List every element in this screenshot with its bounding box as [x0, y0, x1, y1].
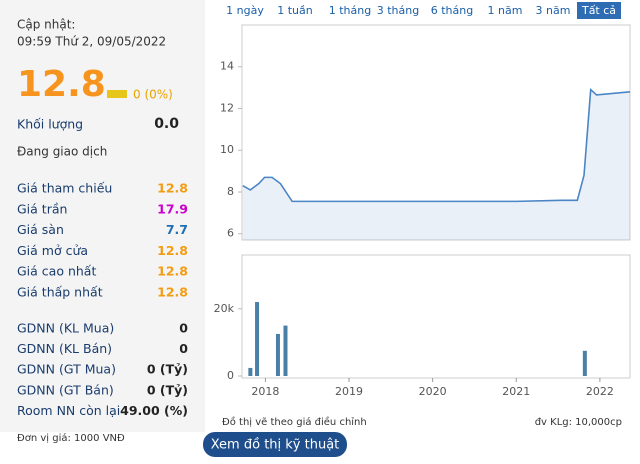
range-button[interactable]: 3 tháng	[377, 4, 419, 17]
y-tick-label: 6	[227, 227, 234, 240]
foreign-value: 0 (Tỷ)	[147, 362, 188, 377]
volume-panel	[241, 254, 631, 379]
y-tick-label: 10	[220, 143, 234, 156]
price-area	[242, 89, 630, 240]
range-button[interactable]: 6 tháng	[431, 4, 473, 17]
technical-chart-button-label[interactable]: Xem đồ thị kỹ thuật	[211, 438, 340, 453]
price-value: 12.8	[157, 285, 188, 300]
range-button[interactable]: 1 năm	[488, 4, 523, 17]
range-button[interactable]: 3 năm	[536, 4, 571, 17]
range-button[interactable]: Tất cả	[581, 4, 616, 17]
price-label: Giá trần	[17, 201, 67, 216]
foreign-label: Room NN còn lại	[17, 403, 120, 418]
x-tick-label: 2022	[586, 385, 614, 398]
price-value: 12.8	[157, 243, 188, 258]
update-time: 09:59 Thứ 2, 09/05/2022	[17, 35, 166, 49]
range-button[interactable]: 1 ngày	[226, 4, 264, 17]
price-value: 12.8	[157, 264, 188, 279]
foreign-label: GDNN (KL Mua)	[17, 321, 114, 336]
foreign-value: 49.00 (%)	[120, 403, 188, 418]
price-panel	[241, 24, 631, 241]
price-value: 7.7	[166, 222, 188, 237]
price-label: Giá sàn	[17, 222, 64, 237]
status: Đang giao dịch	[17, 145, 107, 159]
unit-note: Đơn vị giá: 1000 VNĐ	[17, 432, 125, 444]
change-icon	[107, 90, 127, 98]
x-tick-label: 2021	[502, 385, 530, 398]
price-label: Giá cao nhất	[17, 264, 96, 279]
technical-chart-button[interactable]	[203, 432, 347, 457]
volume-unit: đv KLg: 10,000cp	[535, 417, 622, 428]
price-label: Giá tham chiếu	[17, 181, 112, 196]
y-tick-label: 12	[220, 101, 234, 114]
price-value: 17.9	[157, 201, 188, 216]
price: 12.8	[17, 64, 106, 105]
x-tick-label: 2020	[419, 385, 447, 398]
foreign-value: 0 (Tỷ)	[147, 382, 188, 397]
x-tick-label: 2019	[335, 385, 363, 398]
adjusted-note: Đồ thị vẽ theo giá điều chỉnh	[222, 416, 367, 428]
volume-bar	[283, 325, 288, 376]
volume-bar	[255, 302, 260, 376]
y-tick-label: 0	[227, 369, 234, 382]
price-label: Giá mở cửa	[17, 243, 88, 258]
update-label: Cập nhật:	[17, 18, 75, 32]
info-panel	[0, 0, 205, 432]
volume-label: Khối lượng	[17, 117, 83, 132]
range-button[interactable]: 1 tuần	[277, 4, 313, 17]
range-button[interactable]: 1 tháng	[329, 4, 371, 17]
price-change: 0 (0%)	[133, 88, 173, 102]
foreign-label: GDNN (KL Bán)	[17, 341, 112, 356]
volume-bar	[582, 350, 587, 376]
y-tick-label: 14	[220, 60, 234, 73]
foreign-label: GDNN (GT Bán)	[17, 382, 114, 397]
volume-bar	[275, 333, 280, 376]
foreign-value: 0	[179, 321, 188, 336]
foreign-value: 0	[179, 341, 188, 356]
price-label: Giá thấp nhất	[17, 285, 103, 300]
price-line	[242, 88, 631, 203]
volume-value: 0.0	[154, 116, 179, 132]
y-tick-label: 8	[227, 185, 234, 198]
volume-bar	[248, 367, 253, 376]
foreign-label: GDNN (GT Mua)	[17, 362, 116, 377]
x-tick-label: 2018	[251, 385, 279, 398]
price-value: 12.8	[157, 181, 188, 196]
range-button-bg[interactable]	[577, 2, 621, 19]
y-tick-label: 20k	[214, 302, 235, 315]
